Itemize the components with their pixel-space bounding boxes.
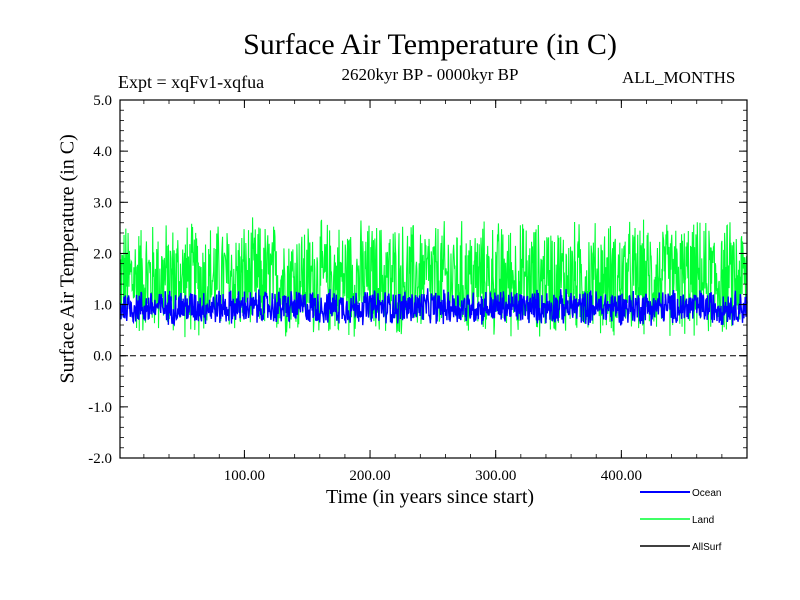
y-tick-label: 5.0 [93,93,112,109]
chart-title: Surface Air Temperature (in C) [243,28,617,61]
y-tick-label: -2.0 [88,451,112,467]
legend-label-land: Land [692,515,714,526]
months-label: ALL_MONTHS [622,68,736,87]
x-tick-label: 200.00 [349,468,390,484]
axis-layer: -2.0 -1.0 0.0 1.0 2.0 3.0 4.0 5.0 100.00 200.00 30… [88,93,747,484]
y-tick-label: 2.0 [93,246,112,262]
y-tick-label: 1.0 [93,298,112,314]
y-tick-label: -1.0 [88,400,112,416]
y-tick-label: 0.0 [93,349,112,365]
legend-label-allsurf: AllSurf [692,542,722,553]
plot-frame [119,99,748,459]
x-tick-label: 100.00 [224,468,265,484]
series-line-land [119,217,748,338]
y-tick-label: 3.0 [93,195,112,211]
series-line-ocean [119,288,748,327]
experiment-label: Expt = xqFv1-xqfua [118,72,265,92]
period-label: 2620kyr BP - 0000kyr BP [341,65,519,84]
series-layer [119,217,748,338]
x-tick-label: 300.00 [475,468,516,484]
x-axis-label: Time (in years since start) [325,486,535,508]
legend: Ocean Land AllSurf [640,488,722,553]
x-tick-label: 400.00 [601,468,642,484]
legend-label-ocean: Ocean [692,488,721,499]
y-tick-label: 4.0 [93,144,112,160]
